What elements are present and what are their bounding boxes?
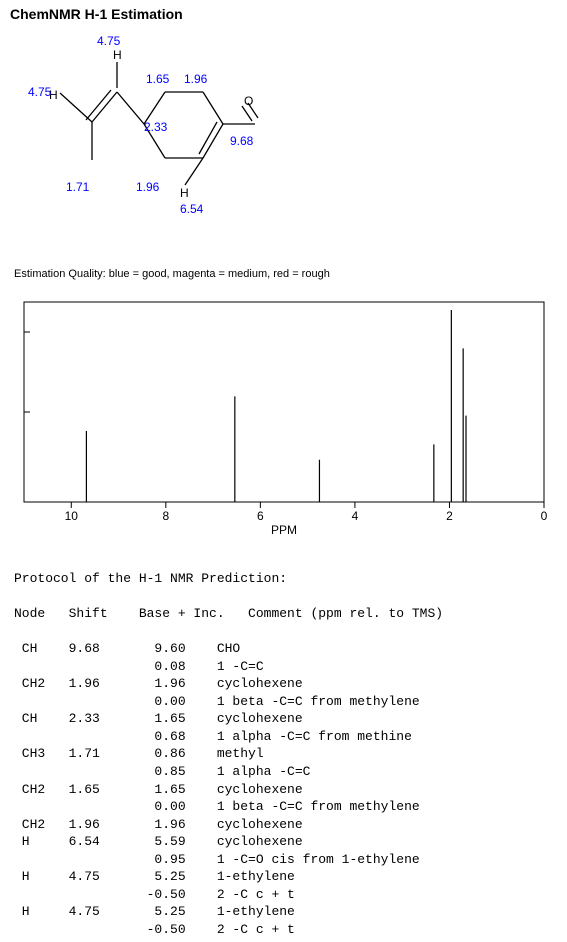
svg-text:2: 2 [446,509,453,523]
molecule-structure: HHOH4.754.751.651.962.339.681.711.966.54 [30,30,270,240]
svg-text:4: 4 [352,509,359,523]
shift-label: 4.75 [97,34,120,48]
atom-label: O [244,94,253,108]
shift-label: 9.68 [230,134,253,148]
quality-legend: Estimation Quality: blue = good, magenta… [14,268,557,280]
shift-label: 1.96 [136,180,159,194]
svg-text:PPM: PPM [271,523,297,537]
atom-label: H [113,48,122,62]
shift-label: 1.65 [146,72,169,86]
shift-label: 4.75 [28,85,51,99]
svg-text:10: 10 [65,509,79,523]
protocol-table: Protocol of the H-1 NMR Prediction: Node… [14,570,557,938]
svg-text:0: 0 [541,509,548,523]
svg-text:6: 6 [257,509,264,523]
shift-label: 2.33 [144,120,167,134]
atom-label: H [180,186,189,200]
shift-label: 1.96 [184,72,207,86]
nmr-spectrum: 0 2 4 6 8 10 PPM [14,296,554,540]
shift-label: 6.54 [180,202,203,216]
page-title: ChemNMR H-1 Estimation [10,6,557,22]
svg-text:8: 8 [162,509,169,523]
shift-label: 1.71 [66,180,89,194]
